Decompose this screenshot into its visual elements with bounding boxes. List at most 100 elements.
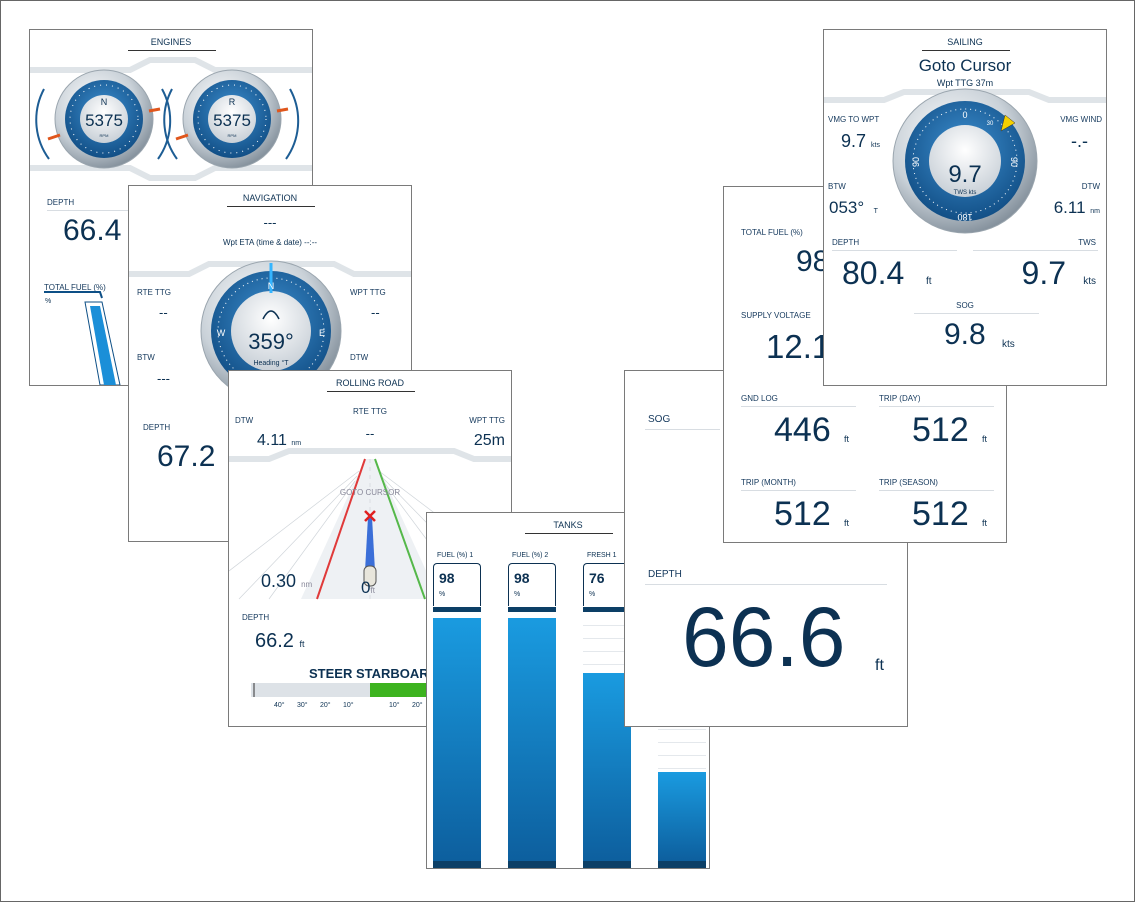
label: BTW [137, 353, 155, 362]
value: 512 [774, 495, 831, 533]
label: SOG [648, 414, 671, 425]
divider [645, 584, 887, 585]
label: BTW [828, 182, 846, 191]
label: TOTAL FUEL (%) [44, 283, 106, 292]
compass-label: W [217, 328, 226, 338]
unit: kts [1083, 276, 1096, 287]
unit: ft [844, 518, 850, 528]
value: 66.2 ft [255, 631, 305, 651]
value: 66.6 [682, 590, 846, 684]
label: DTW [235, 416, 254, 425]
value: 9.7 [1021, 255, 1066, 291]
heading: 359° [248, 329, 294, 354]
value: 0 [361, 578, 371, 597]
unit: kts [1002, 339, 1015, 350]
unit: ft [875, 657, 884, 674]
tank-unit: % [439, 591, 446, 598]
dial-label: 90 [911, 157, 921, 167]
value: 9.7 [841, 131, 867, 151]
label: TRIP (SEASON) [879, 478, 938, 487]
label: TRIP (DAY) [879, 394, 921, 403]
unit: ft [926, 276, 932, 287]
value: -- [159, 305, 168, 320]
label: TRIP (MONTH) [741, 478, 796, 487]
panel-title: ROLLING ROAD [335, 378, 404, 388]
value: 80.4 [842, 255, 905, 291]
value: 66.2 [255, 630, 294, 652]
tank-unit: % [514, 591, 521, 598]
scale-label: 10° [343, 702, 354, 709]
unit: T [873, 208, 878, 215]
value: -- [365, 426, 375, 441]
panel-title: SAILING [947, 37, 983, 47]
scale-label: 20° [412, 702, 423, 709]
value: -- [371, 305, 380, 320]
value: 66.4 [63, 214, 122, 247]
tank-level [433, 617, 481, 861]
heading: Goto Cursor [918, 56, 1012, 75]
label: WPT TTG [469, 416, 505, 425]
title-underline [922, 50, 1010, 51]
unit: nm [1090, 208, 1100, 215]
divider [879, 406, 994, 407]
value: 512 [912, 411, 969, 449]
target-label: GOTO CURSOR [339, 488, 401, 497]
rpm: 5375 [85, 111, 123, 130]
value: 0.30 [261, 571, 297, 591]
rpm-unit: RPM [100, 133, 109, 138]
tank-unit: % [589, 591, 596, 598]
rpm-unit: RPM [228, 133, 237, 138]
label: RTE TTG [353, 407, 387, 416]
scale-label: 20° [320, 702, 331, 709]
tank-level [508, 617, 556, 861]
title-underline [128, 50, 216, 51]
value: 12.1 [766, 328, 831, 365]
tank-base [658, 861, 706, 868]
value: 25m [473, 432, 505, 449]
unit: ft [982, 518, 988, 528]
unit: nm [301, 580, 313, 589]
value: 512 [912, 495, 969, 533]
value: 67.2 [157, 440, 216, 473]
compass: N E W 359° Heading °T [129, 260, 411, 402]
wind-dial: 0 90 90 180 30 9.7 TWS kts [824, 88, 1106, 234]
value: -.- [1071, 131, 1088, 151]
dial-label: 90 [1009, 157, 1019, 167]
divider [879, 490, 994, 491]
tank-value: 98 [514, 570, 530, 586]
value: 6.11 [1053, 198, 1086, 217]
label: VMG WIND [1060, 115, 1102, 124]
label: WPT TTG [350, 288, 386, 297]
scale-label: 10° [389, 702, 400, 709]
value: 9.8 [944, 318, 986, 351]
tank-box [508, 563, 556, 606]
label: DEPTH [832, 238, 860, 247]
tank-cap [433, 607, 481, 612]
panel-title: TANKS [553, 520, 583, 530]
label: DEPTH [143, 423, 171, 432]
value: 9.7 kts [841, 132, 880, 150]
divider [645, 429, 720, 430]
compass-label: N [268, 281, 275, 291]
value: 4.11 [257, 432, 287, 449]
value: 053° [829, 198, 865, 217]
sailing-panel: SAILING Goto Cursor Wpt TTG 37m 0 90 90 … [823, 29, 1107, 386]
panel-title: ENGINES [150, 37, 192, 47]
value: 4.11 nm [257, 433, 301, 449]
title-underline [227, 206, 315, 207]
tank-cap [583, 607, 631, 612]
value: 6.11 nm [1054, 199, 1100, 216]
value: 053° T [829, 199, 878, 216]
divider [973, 250, 1098, 251]
divider [47, 210, 167, 211]
divider [741, 490, 856, 491]
label: DEPTH [648, 569, 682, 580]
subheading: Wpt TTG 37m [936, 78, 994, 88]
dial-label: 30 [987, 121, 994, 127]
divider [914, 313, 1039, 314]
tank-label: FUEL (%) 1 [437, 552, 474, 559]
title-underline [327, 391, 415, 392]
label: DEPTH [47, 198, 75, 207]
engine-gauges: N 5375 RPM R 5375 RPM [30, 57, 312, 181]
